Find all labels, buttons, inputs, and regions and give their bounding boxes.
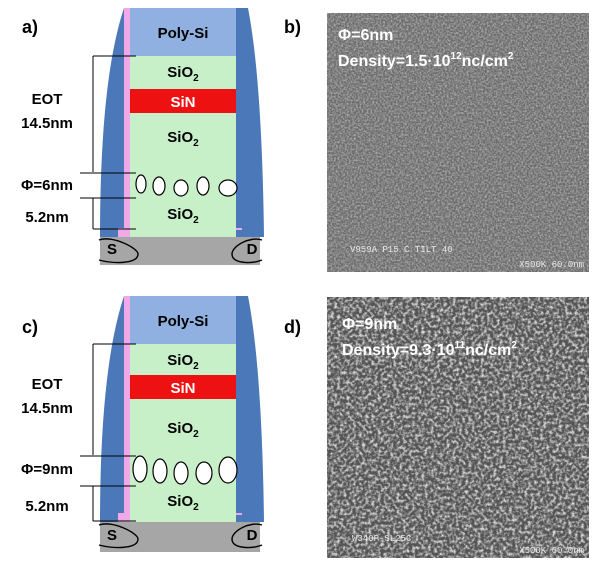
sem-caption-left: W340P-SL25C [352,534,412,544]
sin-label: SiN [170,94,195,111]
sio2-top-label: SiO2 [167,64,199,84]
poly-si-label: Poly-Si [158,25,209,42]
nanocrystal [173,179,189,197]
sin-label: SiN [170,380,195,397]
nanocrystal [152,458,168,484]
eot-label: EOT [32,376,63,393]
sem-caption-left: V959A P15 C TILT 40 [350,245,453,255]
sio2-bottom-label: SiO2 [167,493,199,513]
phi-label: Φ=9nm [21,461,73,478]
sem-density-label: Density=1.5·1012nc/cm2 [338,51,514,70]
drain-label: D [247,241,258,258]
sin-layer [130,375,236,399]
left-liner [118,8,136,237]
phi-label: Φ=6nm [21,177,73,194]
sem-phi-label: Φ=6nm [338,27,393,44]
eot-value: 14.5nm [21,115,73,132]
sio2-mid-label: SiO2 [167,420,199,440]
source-label: S [107,241,117,258]
device-diagram-a: a) Poly-Si SiO2 SiN SiO2 SiO2 EOT 14.5nm… [21,8,264,265]
tunnel-oxide-label: 5.2nm [25,498,68,515]
panel-label-d: d) [284,317,301,337]
eot-value: 14.5nm [21,400,73,417]
poly-si-gate [130,296,236,344]
sio2-bottom-label: SiO2 [167,206,199,226]
source-region [98,523,139,549]
oxide-stack [130,344,236,522]
sem-image-d: d) Φ=9nm Density=9.3·1011nc/cm2 W340P-SL… [284,297,589,558]
nanocrystal [152,176,166,196]
tunnel-oxide-label: 5.2nm [25,209,68,226]
sem-caption-right: X500K 60.0nm [519,260,584,270]
right-spacer [236,8,264,237]
eot-label: EOT [32,91,63,108]
sem-image-b: b) Φ=6nm Density=1.5·1012nc/cm2 V959A P1… [284,13,589,272]
nanocrystal [218,179,238,197]
sin-layer [130,89,236,113]
sem-nanocrystal-texture [327,13,589,272]
nanocrystal [132,455,148,483]
sio2-mid-label: SiO2 [167,129,199,149]
drain-region [231,238,263,264]
sio2-top-label: SiO2 [167,352,199,372]
right-spacer [236,296,264,522]
nanocrystal [218,456,238,484]
nanocrystal [195,461,213,485]
nanocrystal [173,461,189,485]
nanocrystal [196,176,210,196]
device-diagram-c: c) Poly-Si SiO2 SiN SiO2 SiO2 EOT 14.5nm… [21,296,264,552]
drain-region [231,523,263,549]
sem-caption-right: X500K 60.0nm [519,546,584,556]
panel-label-a: a) [22,17,38,37]
sem-phi-label: Φ=9nm [342,316,397,333]
poly-si-label: Poly-Si [158,313,209,330]
sem-nanocrystal-texture [327,297,589,558]
left-liner [118,296,136,522]
drain-label: D [247,527,258,544]
oxide-stack [130,56,236,237]
sem-density-label: Density=9.3·1011nc/cm2 [342,340,517,359]
source-label: S [107,527,117,544]
source-region [98,238,139,264]
nanocrystal [135,174,147,194]
panel-label-b: b) [284,17,301,37]
poly-si-gate [130,8,236,56]
panel-label-c: c) [22,317,38,337]
